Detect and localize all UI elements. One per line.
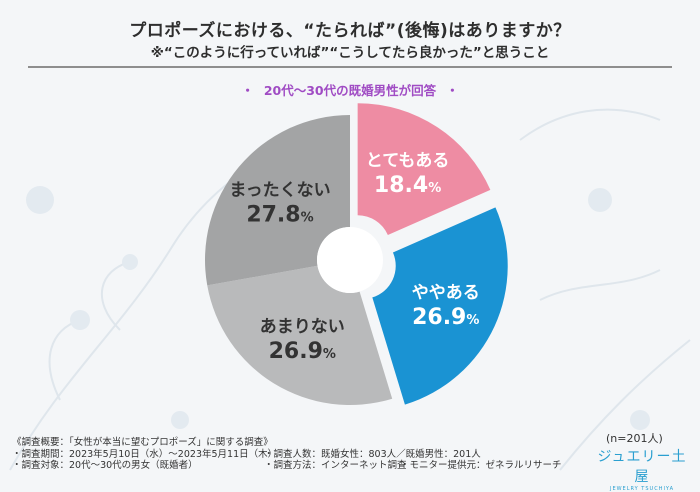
bullet-right: ・	[446, 83, 459, 98]
slice-value-4: 27.8%	[246, 202, 313, 227]
footer-provider: ・モニター提供元：ゼネラルリサーチ	[400, 460, 562, 471]
donut-hole	[317, 227, 383, 293]
slice-value-1: 18.4%	[374, 173, 441, 198]
slice-value-2: 26.9%	[412, 305, 479, 330]
pie-slice-3	[207, 265, 393, 406]
slice-value-3: 26.9%	[269, 339, 336, 364]
slice-label-4: まったくない	[229, 180, 330, 200]
footer-survey-name: 《調査概要：「女性が本当に望むプロポーズ」に関する調査》	[12, 437, 273, 448]
brand-logo: ジュエリー土屋 JEWELRY TSUCHIYA	[592, 446, 692, 492]
bullet-left: ・	[241, 83, 254, 98]
chart-subtitle: ※“このように行っていれば”“こうしてたら良かった”と思うこと	[150, 45, 550, 61]
survey-footer: 《調査概要：「女性が本当に望むプロポーズ」に関する調査》 ・調査期間：2023年…	[12, 437, 562, 472]
sample-size: (n=201人)	[606, 432, 663, 445]
respondent-text: 20代～30代の既婚男性が回答	[263, 83, 437, 98]
footer-method: ・調査方法：インターネット調査	[264, 460, 407, 471]
slice-label-3: あまりない	[260, 317, 345, 337]
footer-target: ・調査対象：20代～30代の男女（既婚者）	[12, 460, 198, 471]
pie-slice-2	[372, 207, 508, 405]
footer-respondent-count: ・調査人数：既婚女性：803人／既婚男性：201人	[264, 448, 481, 460]
pie-slice-1	[357, 103, 491, 235]
footer-period: ・調査期間：2023年5月10日（水）～2023年5月11日（木）	[12, 448, 278, 460]
logo-subtext: JEWELRY TSUCHIYA	[609, 486, 675, 492]
slice-label-2: ややある	[412, 283, 480, 303]
respondent-label: ・ 20代～30代の既婚男性が回答・	[0, 80, 700, 99]
logo-name: ジュエリー土屋	[597, 449, 687, 485]
chart-title: プロポーズにおける、“たられば”(後悔)はありますか？	[129, 21, 571, 41]
pie-slice-4	[205, 115, 350, 286]
slice-label-1: とてもある	[366, 151, 450, 171]
title-divider	[28, 66, 672, 68]
